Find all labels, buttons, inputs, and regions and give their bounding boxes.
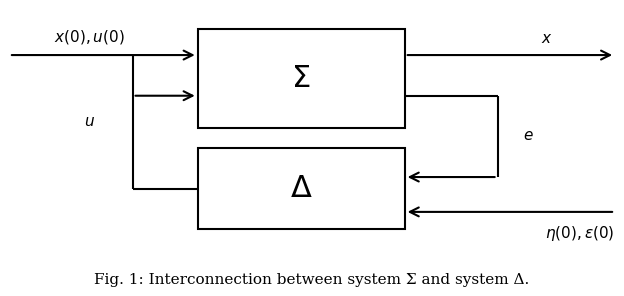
Text: $\Delta$: $\Delta$ xyxy=(290,173,313,204)
Text: $\Sigma$: $\Sigma$ xyxy=(291,63,311,94)
FancyBboxPatch shape xyxy=(198,148,405,229)
FancyBboxPatch shape xyxy=(198,29,405,128)
Text: $e$: $e$ xyxy=(523,129,534,143)
Text: $x(0),u(0)$: $x(0),u(0)$ xyxy=(54,28,125,46)
Text: $u$: $u$ xyxy=(84,115,95,129)
Text: $\eta(0),\epsilon(0)$: $\eta(0),\epsilon(0)$ xyxy=(545,223,615,242)
Text: Fig. 1: Interconnection between system Σ and system Δ.: Fig. 1: Interconnection between system Σ… xyxy=(94,274,530,287)
Text: $x$: $x$ xyxy=(541,32,553,46)
